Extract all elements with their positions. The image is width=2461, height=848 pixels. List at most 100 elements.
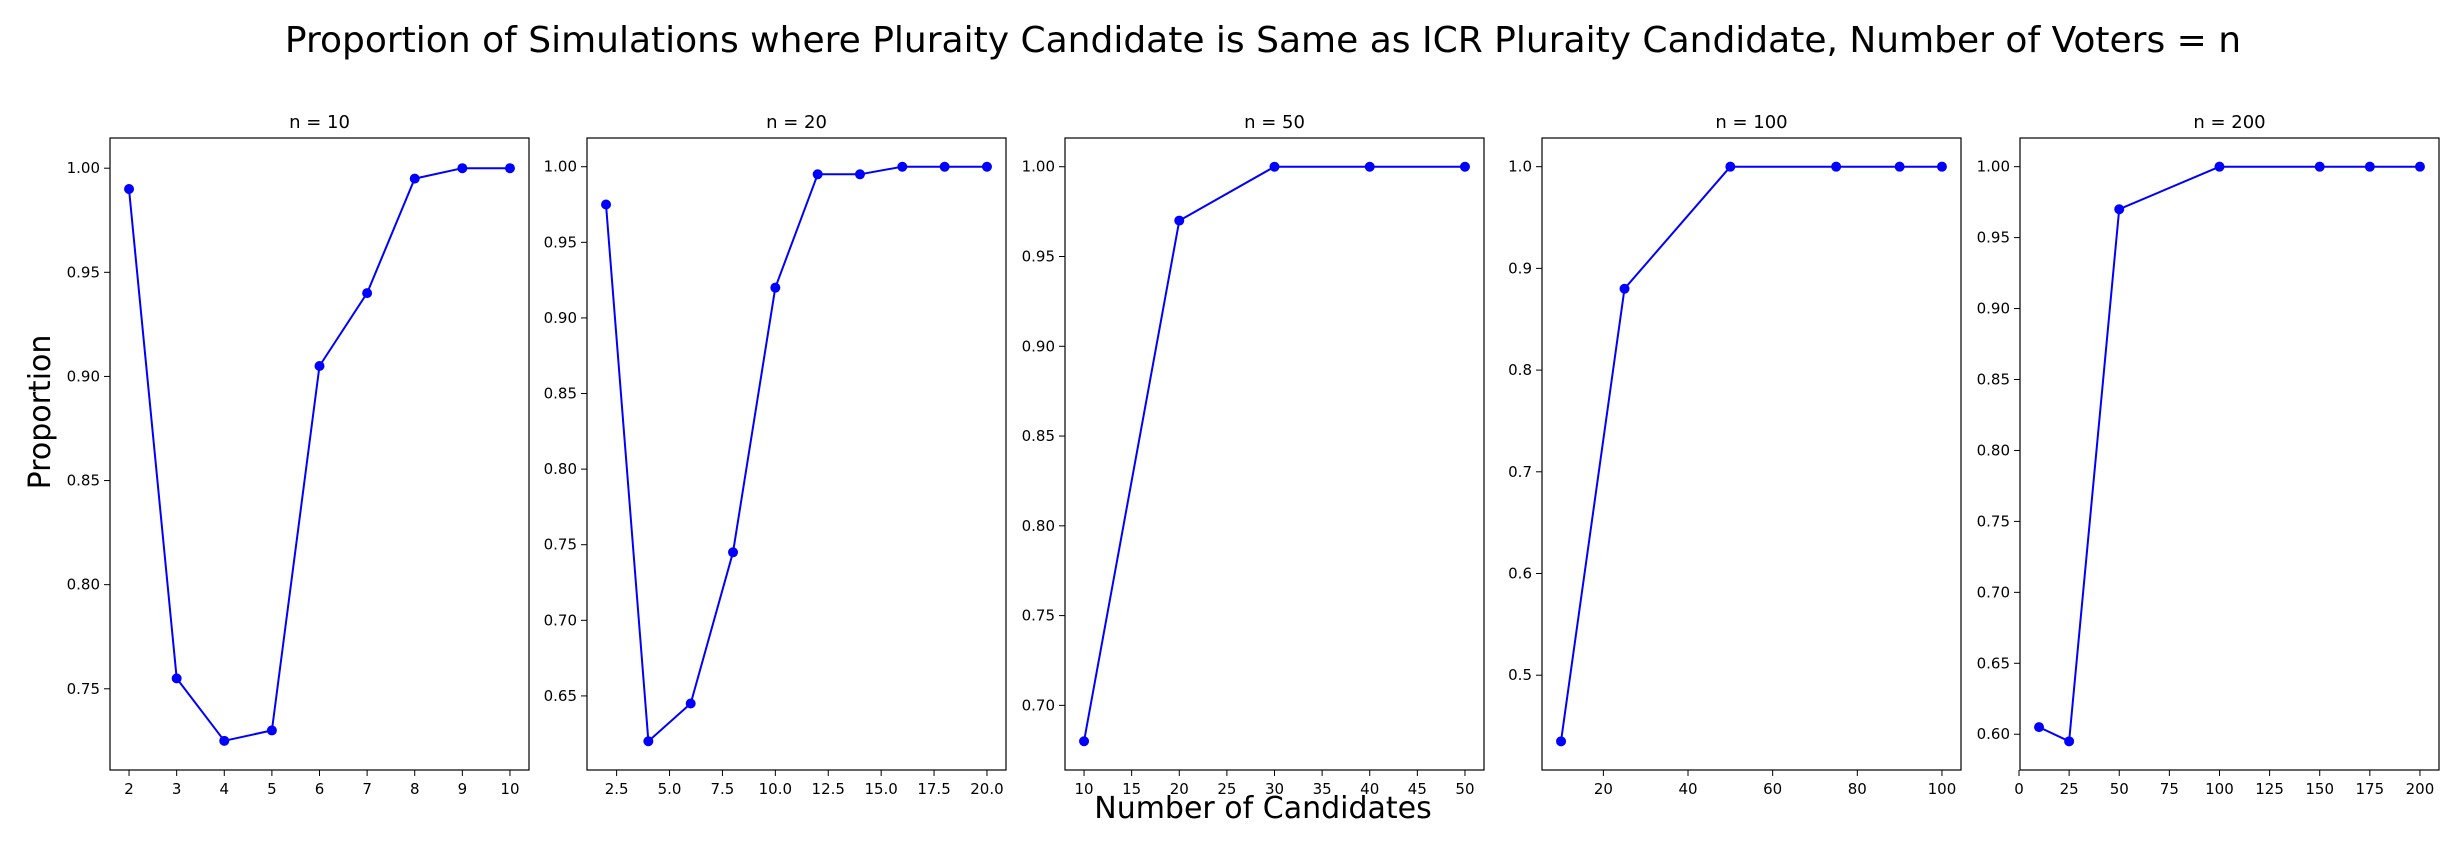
series-line (2038, 165, 2420, 743)
data-point (1459, 161, 1470, 172)
x-tick-label: 100 (1928, 780, 1957, 798)
y-tick-label: 0.90 (1022, 337, 1055, 355)
data-point (504, 163, 515, 174)
data-point (1894, 161, 1905, 172)
data-point (770, 282, 781, 293)
y-tick-label: 0.75 (1022, 607, 1055, 625)
y-tick-label: 1.0 (1508, 158, 1532, 176)
x-tick-label: 6 (315, 780, 325, 798)
series-line (1560, 165, 1942, 742)
x-tick-label: 175 (2356, 780, 2385, 798)
data-point (1725, 161, 1736, 172)
x-tick-label: 7 (362, 780, 372, 798)
x-tick-label: 10 (500, 780, 519, 798)
x-tick-label: 150 (2305, 780, 2334, 798)
x-tick-label: 2 (124, 780, 134, 798)
x-tick-label: 80 (1848, 780, 1867, 798)
x-tick-label: 40 (1360, 780, 1379, 798)
data-point (2214, 161, 2225, 172)
x-tick-label: 25 (1217, 780, 1236, 798)
panel-5: n = 200 0 25 50 75 100 125 150 175 200 0.60 0.65 0.7… (1977, 112, 2440, 798)
y-tick-label: 0.75 (544, 536, 577, 554)
x-tick-label: 10 (1074, 780, 1093, 798)
x-tick-label: 25 (2060, 780, 2079, 798)
x-tick-label: 8 (410, 780, 420, 798)
data-point (171, 673, 182, 684)
data-point (2414, 161, 2425, 172)
x-tick-label: 60 (1763, 780, 1782, 798)
panel-title: n = 100 (1715, 112, 1787, 133)
x-tick-label: 30 (1265, 780, 1284, 798)
data-point (1619, 283, 1630, 294)
y-tick-label: 0.85 (67, 472, 100, 490)
x-tick-label: 0 (2014, 780, 2024, 798)
panels-group: n = 102 3 4 5 6 7 8 9 100.750.800.850.900.951.00… (67, 112, 2440, 798)
x-tick-label: 7.5 (711, 780, 735, 798)
data-point (1364, 161, 1375, 172)
data-point (1174, 215, 1185, 226)
y-tick-label: 0.60 (1977, 725, 2010, 743)
series-line (128, 167, 510, 742)
y-tick-label: 1.00 (544, 158, 577, 176)
y-tick-label: 0.80 (1977, 441, 2010, 459)
y-tick-label: 1.00 (1022, 158, 1055, 176)
data-point (219, 735, 230, 746)
data-point (409, 173, 420, 184)
y-tick-label: 0.75 (1977, 512, 2010, 530)
y-tick-label: 1.00 (67, 159, 100, 177)
y-tick-label: 0.8 (1508, 361, 1532, 379)
data-point (897, 161, 908, 172)
data-point (685, 698, 696, 709)
x-tick-label: 3 (172, 780, 182, 798)
panel-frame (1541, 137, 1962, 771)
x-tick-label: 20.0 (970, 780, 1003, 798)
data-point (812, 169, 823, 180)
data-point (314, 361, 325, 372)
series-line (605, 165, 987, 743)
panel-frame (586, 137, 1007, 771)
data-point (2064, 736, 2075, 747)
x-tick-label: 50 (2110, 780, 2129, 798)
data-point (939, 161, 950, 172)
data-point (457, 163, 468, 174)
y-tick-label: 0.80 (1022, 517, 1055, 535)
x-tick-label: 100 (2205, 780, 2234, 798)
x-tick-label: 12.5 (812, 780, 845, 798)
y-tick-label: 0.90 (544, 309, 577, 327)
panel-4: n = 100 20 40 60 80 100 0.5 0.6 0.7 0.8 0.9 1.0 (1508, 112, 1962, 798)
data-point (981, 161, 992, 172)
y-tick-label: 0.80 (67, 576, 100, 594)
data-point (2114, 204, 2125, 215)
x-tick-label: 200 (2406, 780, 2435, 798)
panel-title: n = 200 (2193, 112, 2265, 133)
y-tick-label: 0.85 (1977, 371, 2010, 389)
panel-frame (2019, 137, 2440, 771)
y-tick-label: 0.5 (1508, 666, 1532, 684)
x-tick-label: 125 (2255, 780, 2284, 798)
data-point (1079, 736, 1090, 747)
y-axis-label: Proportion (23, 335, 58, 490)
x-tick-label: 35 (1313, 780, 1332, 798)
data-point (1936, 161, 1947, 172)
data-point (854, 169, 865, 180)
y-tick-label: 0.95 (544, 233, 577, 251)
x-tick-label: 15.0 (864, 780, 897, 798)
data-point (728, 547, 739, 558)
y-tick-label: 0.6 (1508, 565, 1532, 583)
y-tick-label: 0.70 (1022, 696, 1055, 714)
y-tick-label: 0.85 (1022, 427, 1055, 445)
y-tick-label: 1.00 (1977, 158, 2010, 176)
panel-title: n = 50 (1244, 112, 1305, 133)
data-point (1269, 161, 1280, 172)
y-tick-label: 0.85 (544, 385, 577, 403)
x-tick-label: 5.0 (658, 780, 682, 798)
x-tick-label: 9 (458, 780, 468, 798)
y-tick-label: 0.90 (1977, 300, 2010, 318)
x-tick-label: 50 (1455, 780, 1474, 798)
series-line (1083, 165, 1465, 742)
x-tick-label: 10.0 (759, 780, 792, 798)
data-point (2034, 722, 2045, 733)
x-axis-label: Number of Candidates (1094, 791, 1432, 826)
x-tick-label: 5 (267, 780, 277, 798)
